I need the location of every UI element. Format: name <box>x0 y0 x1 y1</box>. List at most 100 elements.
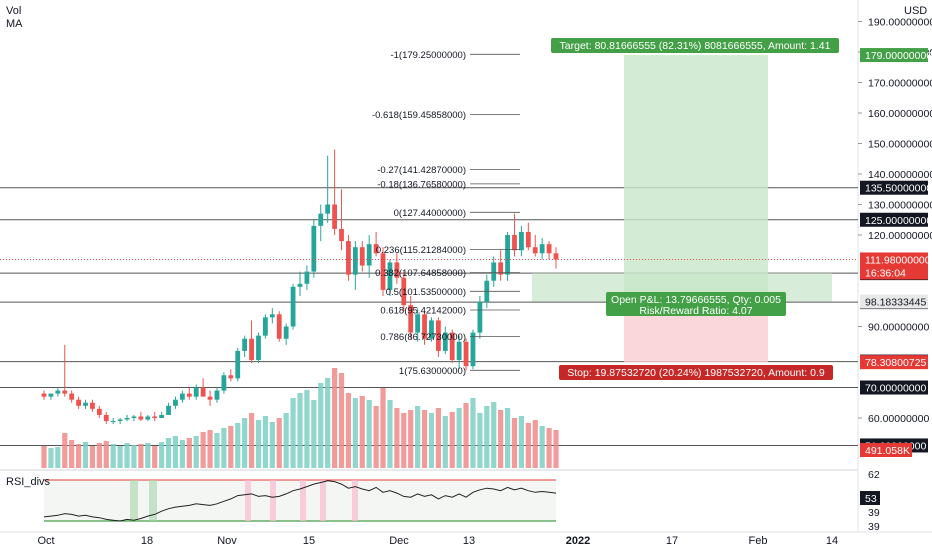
time-tick-label: 17 <box>666 535 678 547</box>
fibonacci-retracement[interactable]: -1(179.25000000) -0.618(159.45858000) -0.2… <box>372 50 520 377</box>
candle-body <box>318 213 324 226</box>
stop-tag-text: 78.30800725 <box>865 357 926 369</box>
legend-ma[interactable]: MA <box>6 18 23 30</box>
pnl-label-text: Risk/Reward Ratio: 4.07 <box>639 305 752 317</box>
candle-body <box>505 235 510 275</box>
candle-body <box>256 335 261 361</box>
candle-body <box>553 253 559 260</box>
volume-bar <box>283 413 289 468</box>
countdown-text: 16:36:04 <box>865 267 906 279</box>
rsi-bull-divergence <box>149 480 157 521</box>
candle-body <box>408 305 414 333</box>
legend: Vol MA <box>6 5 23 31</box>
candle-body <box>76 399 81 406</box>
price-tick-label: 160.00000000 <box>868 108 932 120</box>
volume-bar <box>228 426 234 468</box>
volume-bar <box>41 446 47 468</box>
volume-bar <box>75 444 82 468</box>
candle-body <box>373 244 379 254</box>
candle-body <box>525 231 531 248</box>
candle-body <box>221 375 227 391</box>
long-position-tool[interactable] <box>532 55 832 363</box>
candle-body <box>415 314 421 333</box>
target-label-text: Target: 80.81666555 (82.31%) 8081666555,… <box>560 40 831 52</box>
fib-label: -0.18(136.76580000) <box>377 179 466 190</box>
legend-vol[interactable]: Vol <box>6 5 22 17</box>
volume-bar <box>276 418 282 468</box>
volume-bar <box>421 410 428 468</box>
volume-bars <box>41 368 559 468</box>
price-tick-label: 150.00000000 <box>868 139 932 151</box>
fib-label: -1(179.25000000) <box>390 50 466 61</box>
volume-bar <box>55 447 61 468</box>
volume-bar <box>345 393 352 468</box>
candle-body <box>96 408 102 415</box>
candle-body <box>179 393 185 400</box>
rsi-current-text: 53 <box>865 493 877 505</box>
rsi-tick-label: 62 <box>868 469 880 481</box>
volume-bar <box>470 398 476 468</box>
candle-body <box>228 375 234 379</box>
candle-body <box>249 338 254 361</box>
time-tick-label: 13 <box>463 535 475 547</box>
candle-body <box>269 314 275 318</box>
candle-body <box>290 286 296 327</box>
volume-bar <box>179 440 185 468</box>
volume-bar <box>214 433 220 468</box>
candle-body <box>366 244 372 266</box>
candle-body <box>69 393 75 400</box>
candle-body <box>442 332 448 351</box>
volume-bar <box>546 428 552 468</box>
candle-body <box>242 338 248 351</box>
volume-bar <box>159 442 165 468</box>
fib-label: 0.618(95.42142000) <box>380 305 466 316</box>
level-tag-text: 135.50000000 <box>865 183 932 195</box>
volume-bar <box>262 416 269 468</box>
volume-bar <box>449 412 455 468</box>
candle-body <box>325 204 331 214</box>
candle-body <box>352 247 358 275</box>
time-tick-label: Nov <box>217 535 237 547</box>
volume-bar <box>463 403 469 468</box>
level-tag-text: 125.00000000 <box>865 215 932 227</box>
volume-bar <box>359 396 365 468</box>
candle-body <box>90 402 95 409</box>
time-axis[interactable]: Oct 18 Nov 15 Dec 13 2022 17 Feb 14 <box>0 531 932 547</box>
candle-body <box>449 332 455 361</box>
candle-body <box>477 302 483 333</box>
candle-body <box>429 320 434 339</box>
entry-tag <box>860 294 928 309</box>
candle-body <box>498 262 504 275</box>
candle-body <box>145 416 151 420</box>
candle-body <box>422 314 427 339</box>
candle-body <box>346 241 351 275</box>
fib-label: -0.618(159.45858000) <box>372 110 466 121</box>
rsi-line <box>43 480 557 522</box>
rsi-legend[interactable]: RSI_divs <box>6 476 51 488</box>
candle-body <box>166 405 171 415</box>
volume-bar <box>165 438 172 468</box>
fib-label: 0(127.44000000) <box>394 208 466 219</box>
volume-bar <box>477 413 483 468</box>
level-tag <box>860 212 928 227</box>
volume-bar <box>117 446 123 468</box>
candle-body <box>193 387 199 397</box>
volume-bar <box>318 383 324 468</box>
price-tags: 135.50000000125.00000000107.5000000098.0… <box>0 48 932 533</box>
candle-body <box>311 225 317 272</box>
candle-body <box>359 247 365 266</box>
time-tick-label: 2022 <box>566 535 590 547</box>
volume-bar <box>96 443 102 468</box>
candle-body <box>62 390 68 394</box>
rsi-bear-divergence <box>320 480 326 521</box>
time-tick-label: Dec <box>389 535 409 547</box>
candle-body <box>435 320 441 351</box>
volume-bar <box>401 413 407 468</box>
candle-body <box>387 262 393 290</box>
volume-bar <box>186 438 192 468</box>
candles <box>41 149 559 425</box>
volume-bar <box>269 422 275 468</box>
volume-bar <box>498 410 504 468</box>
volume-bar <box>124 443 130 468</box>
